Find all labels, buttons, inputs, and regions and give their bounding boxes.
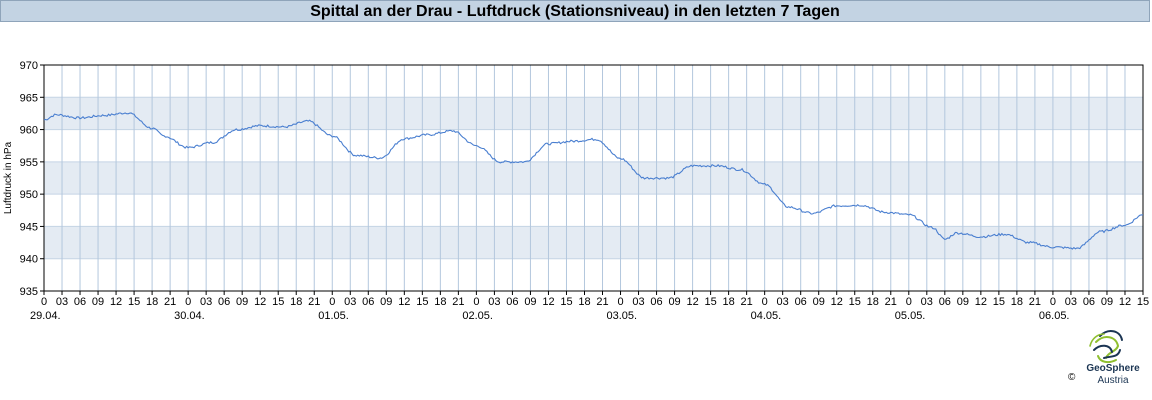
y-tick-label: 945 bbox=[20, 221, 38, 233]
x-tick-label: 09 bbox=[236, 296, 248, 308]
x-tick-label: 03 bbox=[344, 296, 356, 308]
x-tick-label: 09 bbox=[1101, 296, 1113, 308]
x-tick-label: 0 bbox=[1050, 296, 1056, 308]
x-tick-label: 21 bbox=[596, 296, 608, 308]
x-tick-label: 12 bbox=[254, 296, 266, 308]
x-tick-label: 15 bbox=[849, 296, 861, 308]
day-label: 03.05. bbox=[607, 310, 638, 322]
x-tick-label: 21 bbox=[164, 296, 176, 308]
x-tick-label: 18 bbox=[578, 296, 590, 308]
x-tick-label: 15 bbox=[272, 296, 284, 308]
x-tick-label: 03 bbox=[56, 296, 68, 308]
x-tick-label: 0 bbox=[329, 296, 335, 308]
y-band bbox=[44, 226, 1143, 259]
day-label: 04.05. bbox=[751, 310, 782, 322]
x-tick-label: 21 bbox=[452, 296, 464, 308]
x-tick-label: 21 bbox=[308, 296, 320, 308]
x-tick-label: 12 bbox=[398, 296, 410, 308]
x-tick-label: 09 bbox=[92, 296, 104, 308]
x-tick-label: 15 bbox=[993, 296, 1005, 308]
x-tick-label: 06 bbox=[1083, 296, 1095, 308]
x-tick-label: 06 bbox=[506, 296, 518, 308]
x-tick-label: 03 bbox=[1065, 296, 1077, 308]
x-tick-label: 09 bbox=[813, 296, 825, 308]
day-label: 29.04. bbox=[30, 310, 61, 322]
y-band bbox=[44, 129, 1143, 162]
x-tick-label: 09 bbox=[380, 296, 392, 308]
x-tick-label: 18 bbox=[290, 296, 302, 308]
y-tick-label: 935 bbox=[20, 286, 38, 298]
y-tick-label: 970 bbox=[20, 60, 38, 72]
day-label: 30.04. bbox=[174, 310, 205, 322]
x-tick-label: 06 bbox=[362, 296, 374, 308]
x-tick-label: 09 bbox=[668, 296, 680, 308]
x-tick-label: 21 bbox=[1029, 296, 1041, 308]
y-band bbox=[44, 161, 1143, 195]
x-tick-label: 03 bbox=[777, 296, 789, 308]
y-band bbox=[44, 258, 1143, 291]
background-bands bbox=[44, 65, 1143, 291]
x-tick-label: 03 bbox=[921, 296, 933, 308]
x-tick-label: 03 bbox=[488, 296, 500, 308]
copyright-symbol: © bbox=[1068, 372, 1076, 383]
x-tick-label: 18 bbox=[722, 296, 734, 308]
chart-title: Spittal an der Drau - Luftdruck (Station… bbox=[0, 0, 1150, 22]
y-band bbox=[44, 194, 1143, 227]
x-tick-label: 21 bbox=[885, 296, 897, 308]
x-tick-label: 15 bbox=[1137, 296, 1149, 308]
x-tick-label: 18 bbox=[434, 296, 446, 308]
plot-border bbox=[43, 64, 1144, 292]
x-tick-label: 0 bbox=[473, 296, 479, 308]
x-tick-label: 18 bbox=[1011, 296, 1023, 308]
y-axis-ticks: 935 940 945 950 955 960 965 970 bbox=[20, 60, 44, 298]
x-tick-label: 09 bbox=[957, 296, 969, 308]
x-tick-label: 03 bbox=[632, 296, 644, 308]
x-tick-label: 06 bbox=[795, 296, 807, 308]
x-tick-label: 06 bbox=[650, 296, 662, 308]
x-tick-label: 12 bbox=[1119, 296, 1131, 308]
logo-sub: Austria bbox=[1097, 375, 1129, 386]
x-tick-label: 06 bbox=[218, 296, 230, 308]
x-tick-label: 15 bbox=[704, 296, 716, 308]
x-tick-label: 06 bbox=[939, 296, 951, 308]
x-tick-label: 12 bbox=[975, 296, 987, 308]
x-tick-label: 18 bbox=[146, 296, 158, 308]
day-label: 01.05. bbox=[318, 310, 349, 322]
x-tick-label: 03 bbox=[200, 296, 212, 308]
day-label: 02.05. bbox=[462, 310, 493, 322]
x-tick-label: 15 bbox=[416, 296, 428, 308]
x-tick-label: 12 bbox=[110, 296, 122, 308]
x-tick-label: 12 bbox=[686, 296, 698, 308]
x-tick-label: 0 bbox=[906, 296, 912, 308]
x-tick-label: 06 bbox=[74, 296, 86, 308]
x-axis-ticks: 0 03 06 09 12 15 18 21 0 03 06 09 12 15 18 21 0 03 06 09 12 1… bbox=[30, 291, 1149, 322]
y-band bbox=[44, 97, 1143, 130]
x-tick-label: 0 bbox=[762, 296, 768, 308]
y-tick-label: 950 bbox=[20, 189, 38, 201]
y-band bbox=[44, 65, 1143, 98]
day-label: 05.05. bbox=[895, 310, 926, 322]
series-line bbox=[43, 112, 1144, 250]
y-tick-label: 965 bbox=[20, 92, 38, 104]
day-label: 06.05. bbox=[1039, 310, 1070, 322]
x-tick-label: 0 bbox=[617, 296, 623, 308]
x-tick-label: 18 bbox=[867, 296, 879, 308]
y-tick-label: 940 bbox=[20, 254, 38, 266]
x-tick-label: 15 bbox=[128, 296, 140, 308]
x-tick-label: 12 bbox=[831, 296, 843, 308]
x-tick-label: 12 bbox=[542, 296, 554, 308]
x-tick-label: 21 bbox=[741, 296, 753, 308]
y-tick-label: 960 bbox=[20, 125, 38, 137]
x-tick-label: 15 bbox=[560, 296, 572, 308]
logo-name: GeoSphere bbox=[1086, 363, 1140, 374]
x-tick-label: 0 bbox=[41, 296, 47, 308]
geosphere-logo bbox=[1089, 330, 1123, 364]
x-tick-label: 0 bbox=[185, 296, 191, 308]
x-tick-label: 09 bbox=[524, 296, 536, 308]
y-tick-label: 955 bbox=[20, 157, 38, 169]
y-axis-label: Luftdruck in hPa bbox=[3, 141, 14, 214]
